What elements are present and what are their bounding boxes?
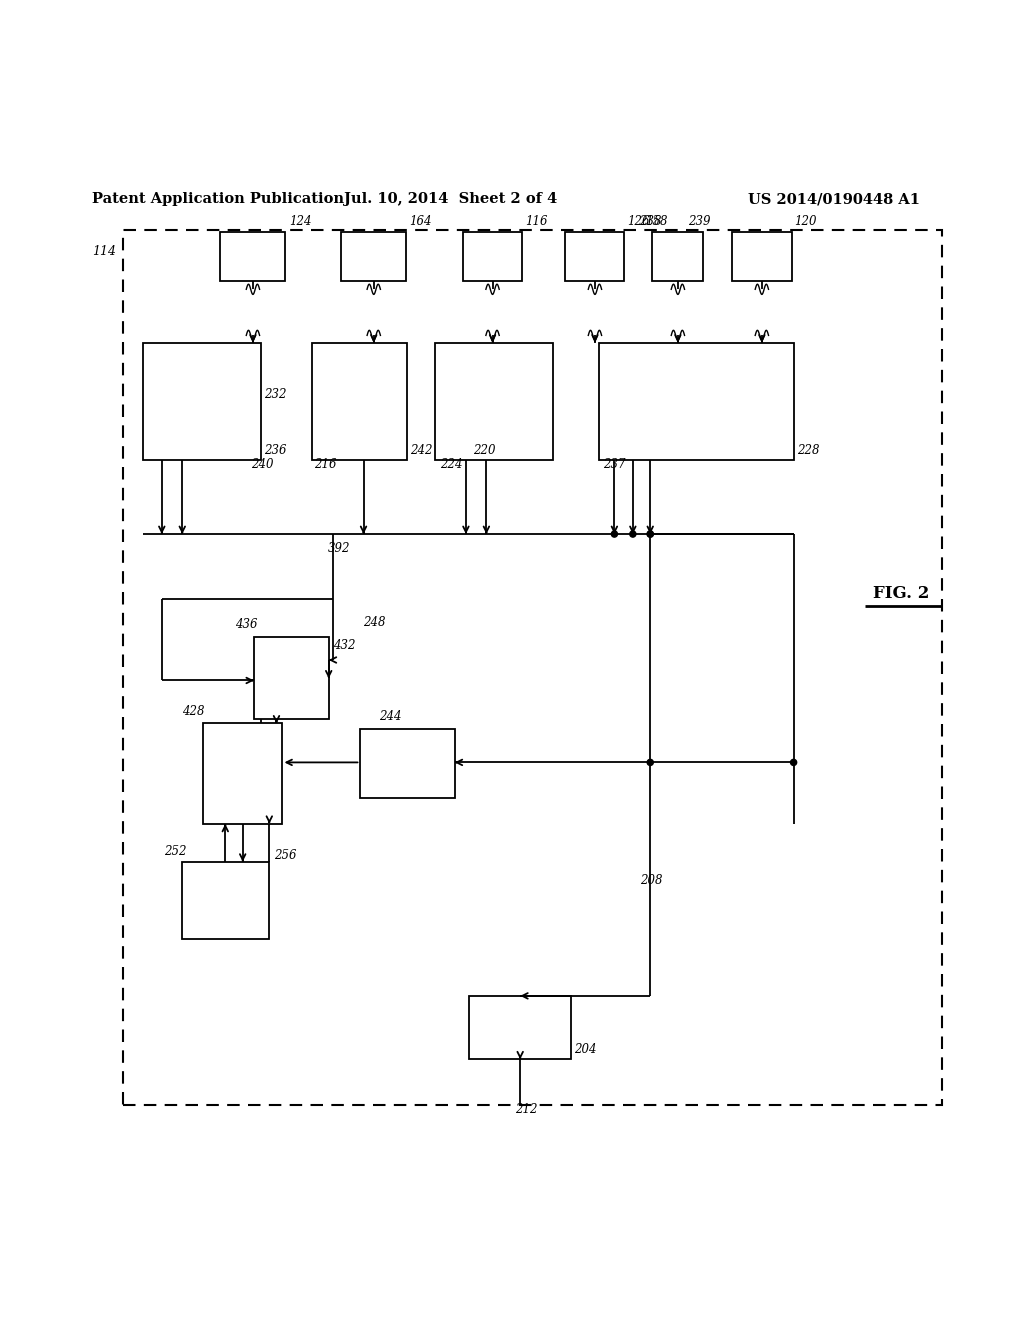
- Text: 244: 244: [379, 710, 401, 723]
- Text: 240: 240: [251, 458, 273, 470]
- Text: Patent Application Publication: Patent Application Publication: [92, 191, 344, 206]
- Text: 126: 126: [627, 215, 649, 228]
- Text: 238: 238: [639, 215, 662, 228]
- Bar: [469, 995, 571, 1060]
- Bar: [463, 232, 522, 281]
- Bar: [652, 232, 703, 281]
- Text: 236: 236: [264, 445, 287, 457]
- Bar: [143, 343, 261, 461]
- Circle shape: [791, 759, 797, 766]
- Text: 228: 228: [797, 445, 819, 457]
- Circle shape: [611, 531, 617, 537]
- Bar: [220, 232, 285, 281]
- Bar: [341, 232, 406, 281]
- Text: 436: 436: [236, 618, 258, 631]
- Text: 237: 237: [603, 458, 626, 470]
- Text: 208: 208: [640, 874, 663, 887]
- Text: 224: 224: [440, 458, 463, 470]
- Text: 428: 428: [182, 705, 205, 718]
- Bar: [182, 862, 269, 939]
- Bar: [254, 638, 329, 719]
- Circle shape: [630, 531, 636, 537]
- Text: 239: 239: [688, 215, 711, 228]
- Text: 204: 204: [574, 1043, 597, 1056]
- Text: 242: 242: [410, 445, 432, 457]
- Text: 158: 158: [645, 215, 668, 228]
- Text: US 2014/0190448 A1: US 2014/0190448 A1: [748, 191, 920, 206]
- Text: 114: 114: [92, 246, 116, 259]
- Circle shape: [647, 531, 653, 537]
- Bar: [203, 723, 282, 824]
- Text: 212: 212: [515, 1102, 538, 1115]
- Text: 216: 216: [314, 458, 337, 470]
- Bar: [565, 232, 624, 281]
- Bar: [599, 343, 794, 461]
- Text: 220: 220: [473, 445, 496, 457]
- Text: 120: 120: [795, 215, 817, 228]
- Text: FIG. 2: FIG. 2: [872, 585, 930, 602]
- Bar: [732, 232, 792, 281]
- Circle shape: [647, 759, 653, 766]
- Bar: [360, 729, 455, 799]
- Bar: [435, 343, 553, 461]
- Circle shape: [647, 531, 653, 537]
- Text: 392: 392: [328, 541, 350, 554]
- Text: 432: 432: [333, 639, 355, 652]
- Text: 116: 116: [525, 215, 548, 228]
- Text: 164: 164: [410, 215, 432, 228]
- Bar: [312, 343, 407, 461]
- Bar: [123, 230, 942, 1105]
- Text: Jul. 10, 2014  Sheet 2 of 4: Jul. 10, 2014 Sheet 2 of 4: [344, 191, 557, 206]
- Text: 232: 232: [264, 388, 287, 401]
- Text: 124: 124: [289, 215, 311, 228]
- Text: 248: 248: [364, 616, 386, 630]
- Text: 252: 252: [164, 845, 186, 858]
- Text: 256: 256: [274, 849, 297, 862]
